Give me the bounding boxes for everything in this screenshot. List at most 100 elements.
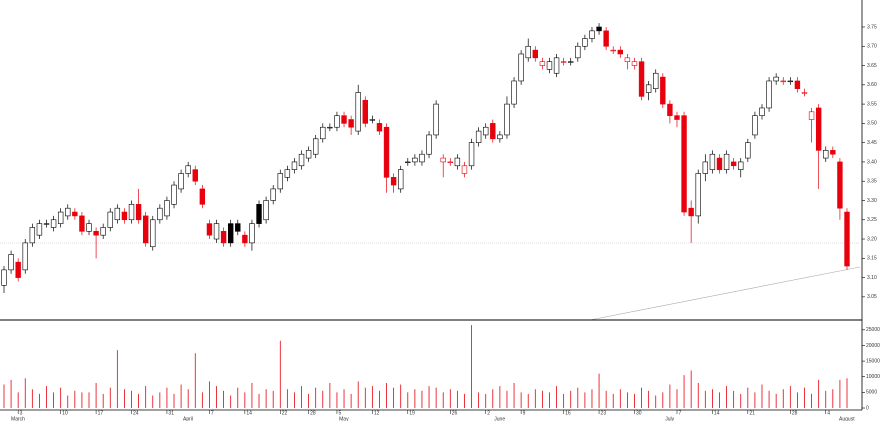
x-tick-label: 14: [714, 410, 720, 416]
candle-body: [220, 231, 227, 244]
x-tick-label: 23: [601, 410, 607, 416]
candle-body: [844, 211, 850, 267]
month-label: March: [11, 416, 25, 421]
candle-body: [766, 80, 772, 109]
candle-body: [532, 49, 539, 59]
x-tick-label: 31: [168, 410, 174, 416]
candle-body: [100, 227, 106, 236]
candle-body: [518, 53, 524, 82]
candle-body: [823, 150, 829, 159]
candle-body: [794, 80, 801, 89]
y-tick-label: 3.40: [867, 159, 877, 165]
candle-body: [603, 30, 609, 47]
y-tick-label: 3.70: [867, 44, 877, 50]
x-tick-label: 26: [452, 410, 458, 416]
candle-body: [376, 123, 383, 132]
candle-body: [43, 223, 50, 225]
x-tick-label: 16: [565, 410, 571, 416]
candle-body: [426, 134, 432, 155]
candle-body: [185, 165, 191, 174]
candle-body: [575, 45, 581, 59]
candle-body: [79, 215, 85, 232]
candle-body: [121, 211, 128, 221]
candle-body: [348, 119, 354, 128]
candle-body: [617, 49, 624, 55]
candle-body: [320, 126, 326, 140]
candle-body: [305, 150, 312, 159]
candle-body: [624, 57, 631, 62]
y-tick-label: 3.10: [867, 275, 877, 281]
candle-body: [631, 61, 638, 66]
candle-body: [263, 200, 269, 221]
candle-body: [419, 153, 425, 163]
volume-tick-label: 10000: [866, 374, 880, 380]
candle-body: [483, 126, 489, 136]
month-label: April: [183, 416, 193, 421]
x-tick-label: 14: [246, 410, 252, 416]
candle-body: [730, 161, 737, 167]
candle-body: [142, 215, 149, 244]
x-tick-label: 2: [487, 410, 490, 416]
candle-body: [86, 223, 92, 232]
candle-body: [759, 107, 765, 116]
candle-body: [539, 61, 546, 66]
candle-body: [553, 57, 560, 74]
candle-body: [114, 207, 121, 221]
candle-body: [93, 231, 99, 236]
candle-body: [412, 157, 418, 163]
candle-body: [57, 211, 64, 224]
candle-body: [390, 177, 397, 186]
x-tick-label: 7: [678, 410, 681, 416]
volume-tick-label: 0: [866, 405, 869, 411]
candle-body: [22, 242, 28, 271]
x-tick-label: 3: [20, 410, 23, 416]
y-tick-label: 3.50: [867, 121, 877, 127]
x-tick-label: 22: [282, 410, 288, 416]
candle-body: [667, 103, 673, 116]
candle-body: [72, 211, 78, 217]
candle-body: [504, 103, 510, 136]
candle-body: [475, 130, 482, 143]
candle-body: [355, 92, 361, 132]
candle-body: [468, 142, 475, 167]
candle-body: [440, 157, 446, 163]
candle-body: [150, 219, 156, 248]
candle-body: [213, 223, 220, 240]
candle-body: [497, 134, 503, 140]
candle-body: [596, 26, 602, 32]
candle-body: [560, 61, 567, 63]
month-label: May: [339, 416, 349, 421]
candle-body: [256, 204, 262, 224]
candle-body: [206, 223, 213, 236]
candle-body: [327, 126, 333, 129]
candle-body: [702, 161, 709, 174]
candle-body: [383, 126, 390, 178]
month-label: August: [839, 416, 855, 421]
candle-body: [653, 72, 659, 89]
x-tick-label: 17: [98, 410, 104, 416]
candle-body: [454, 157, 461, 167]
candle-body: [738, 161, 744, 170]
candle-body: [8, 254, 14, 271]
candle-body: [582, 38, 588, 47]
candle-body: [178, 173, 184, 190]
y-tick-label: 3.75: [867, 24, 877, 30]
x-tick-label: 4: [827, 410, 830, 416]
y-tick-label: 3.05: [867, 294, 877, 300]
y-tick-label: 3.15: [867, 256, 877, 262]
candle-body: [362, 99, 368, 124]
month-label: June: [494, 416, 505, 421]
y-tick-label: 3.60: [867, 82, 877, 88]
candle-body: [235, 223, 241, 232]
candle-body: [447, 161, 453, 164]
candle-body: [681, 115, 687, 213]
candle-body: [284, 169, 291, 178]
candle-body: [568, 61, 574, 63]
candle-body: [15, 261, 21, 278]
candle-body: [227, 223, 234, 244]
candle-body: [398, 169, 404, 190]
candle-body: [461, 165, 468, 174]
candle-body: [312, 138, 319, 155]
x-tick-label: 28: [310, 410, 316, 416]
candle-body: [773, 76, 779, 82]
